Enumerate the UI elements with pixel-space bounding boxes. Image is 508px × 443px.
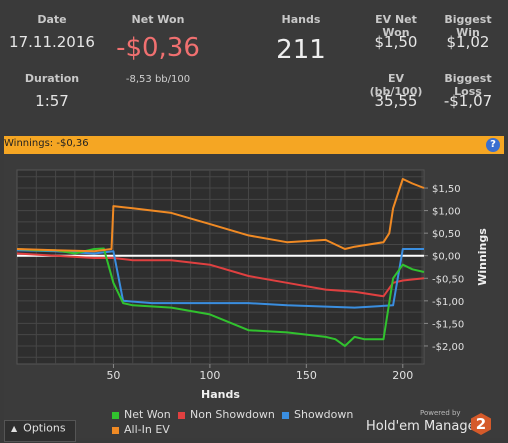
y-tick-label: $1,50 [432, 184, 461, 195]
net-won-label: Net Won [131, 13, 185, 26]
legend-non-showdown: Non Showdown [178, 408, 275, 421]
options-button[interactable]: ▲ Options [4, 420, 76, 442]
series-line-showdown [16, 248, 424, 309]
x-tick-label: 150 [296, 369, 317, 382]
duration-label: Duration [24, 72, 80, 85]
ev-net-won-label: EV Net Won [375, 13, 417, 39]
winnings-header-bar [4, 136, 504, 154]
duration-value: 1:57 [35, 92, 69, 110]
y-tick-label: -$0,50 [432, 274, 464, 285]
x-tick-label: 100 [199, 369, 220, 382]
hands-label: Hands [281, 13, 321, 26]
y-tick-label: $0,00 [432, 252, 461, 263]
winnings-chart: 50 100 150 200 $1,50 $1,00 $0,50 $0,00 -$0,50 -$1… [16, 169, 489, 398]
y-axis-label: Winnings [476, 228, 489, 286]
chevron-up-icon: ▲ [11, 423, 18, 433]
y-tick-label: $0,50 [432, 229, 461, 240]
y-tick-label: $1,00 [432, 207, 461, 218]
ev-bb-label: EV (bb/100) [369, 72, 423, 98]
y-tick-label: -$1,50 [432, 319, 464, 330]
x-tick-label: 50 [106, 369, 120, 382]
x-tick-label: 200 [392, 369, 413, 382]
ev-bb-value: 35,55 [374, 92, 418, 110]
powered-by-text: Powered by [420, 409, 461, 417]
hands-value: 211 [276, 35, 326, 65]
ev-net-won-value: $1,50 [374, 33, 418, 51]
net-won-bb: -8,53 bb/100 [125, 74, 191, 85]
stats-panel [0, 0, 508, 134]
date-label: Date [37, 13, 67, 26]
series-line-all-in-ev [16, 178, 425, 253]
biggest-win-label: Biggest Win [444, 13, 492, 39]
net-won-value: -$0,36 [116, 33, 200, 63]
y-tick-label: -$2,00 [432, 342, 464, 353]
winnings-title: Winnings: -$0,36 [4, 138, 89, 149]
legend-showdown: Showdown [282, 408, 353, 421]
series-line-non-showdown [16, 252, 425, 298]
legend-swatch-all-in-ev [112, 426, 119, 434]
biggest-win-value: $1,02 [446, 33, 490, 51]
biggest-loss-value: -$1,07 [443, 92, 493, 110]
date-value: 17.11.2016 [9, 33, 95, 51]
legend-swatch-showdown [282, 411, 289, 419]
brand-logo-icon: 2 [471, 413, 491, 435]
y-tick-label: -$1,00 [432, 297, 464, 308]
x-axis-label: Hands [201, 388, 240, 398]
biggest-loss-label: Biggest Loss [444, 72, 492, 98]
question-icon[interactable]: ? [486, 138, 500, 152]
legend-all-in-ev: All-In EV [112, 423, 170, 436]
legend-swatch-non-showdown [178, 411, 185, 419]
legend-swatch-net-won [112, 411, 119, 419]
brand-text: Hold'em Manager [366, 419, 481, 434]
legend-net-won: Net Won [112, 408, 171, 421]
